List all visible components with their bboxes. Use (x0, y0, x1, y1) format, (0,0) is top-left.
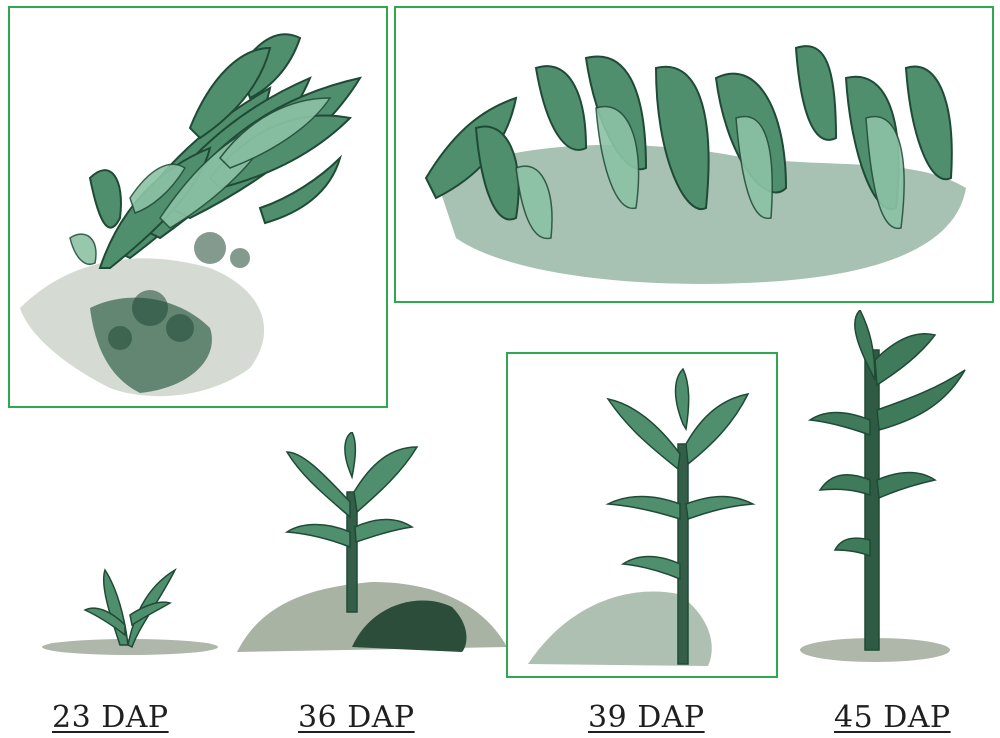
label-45-dap: 45 DAP (834, 700, 951, 735)
label-23-dap: 23 DAP (52, 700, 169, 735)
inset-panel-39-dap (506, 352, 778, 678)
inset-panel-closeup (8, 6, 388, 408)
canopy-wide-pointcloud (424, 45, 966, 284)
plant-36-dap (232, 432, 512, 657)
plant-23-dap-pointcloud (42, 568, 218, 655)
inset-panel-wide (394, 6, 994, 303)
label-39-dap: 39 DAP (588, 700, 705, 735)
plant-45-dap (785, 310, 995, 665)
plant-39-dap-pointcloud (528, 367, 756, 666)
plant-45-dap-pointcloud (800, 310, 966, 662)
canopy-closeup-pointcloud (20, 33, 363, 397)
label-36-dap: 36 DAP (298, 700, 415, 735)
plant-36-dap-pointcloud (237, 432, 507, 652)
plant-23-dap (40, 555, 220, 660)
